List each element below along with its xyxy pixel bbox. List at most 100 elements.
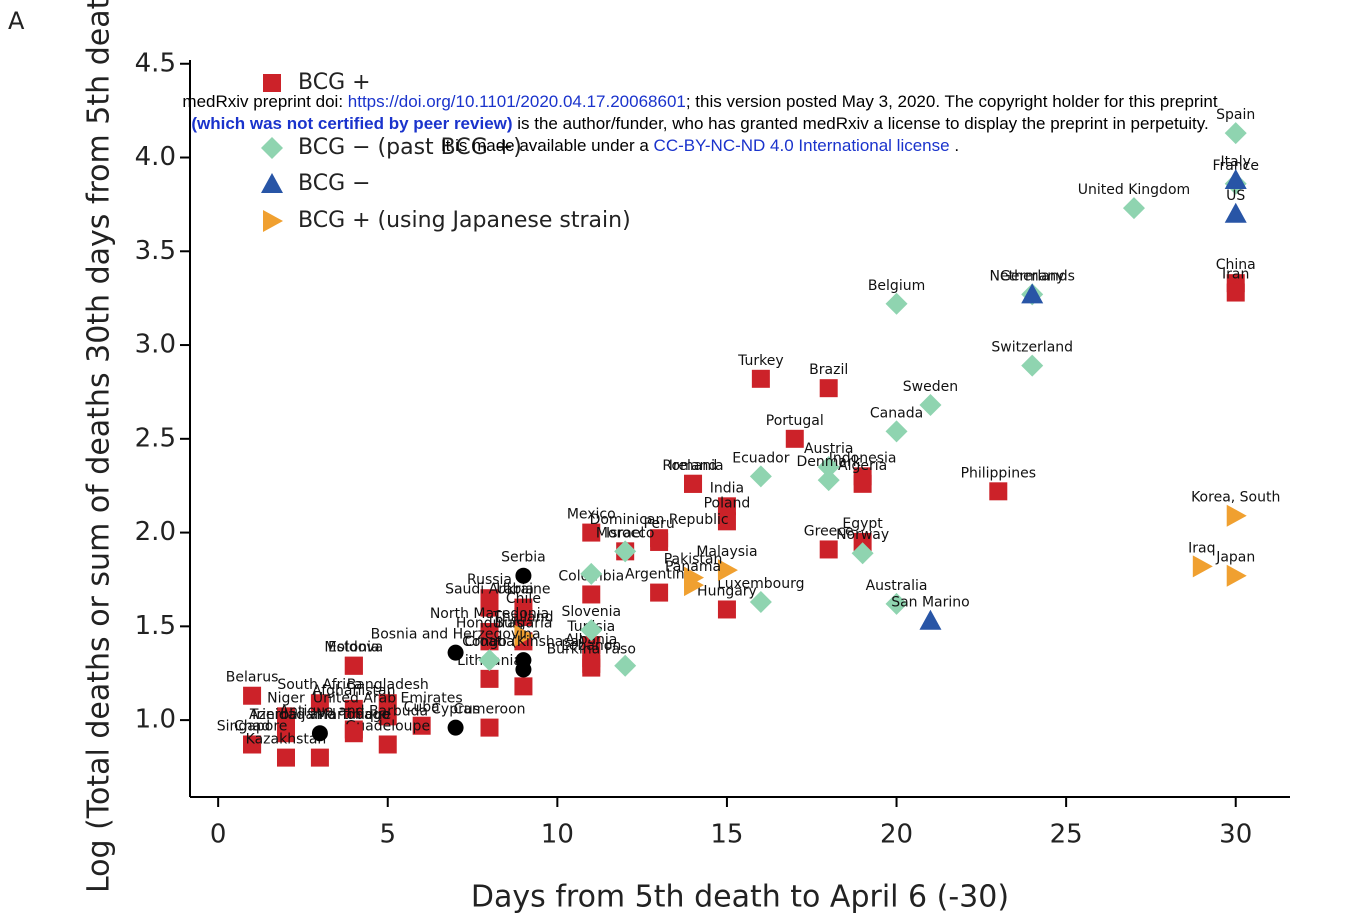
marker [749, 465, 772, 488]
marker [580, 619, 603, 642]
y-tick-label: 3.5 [135, 236, 176, 266]
point-label: Azerbaijan [249, 707, 323, 723]
point-label: Hungary [697, 583, 757, 599]
point-label: Morocco [596, 525, 655, 541]
marker [1192, 555, 1213, 578]
point-label: Ukraine [496, 582, 550, 598]
y-tick-label: 4.5 [135, 48, 176, 78]
marker [447, 644, 464, 661]
point-label: Belgium [868, 278, 925, 294]
notice-link[interactable]: CC-BY-NC-ND 4.0 International license [653, 136, 950, 155]
point-label: Switzerland [991, 340, 1073, 356]
marker [817, 455, 840, 478]
marker [885, 420, 908, 443]
point-label: South Africa [277, 677, 362, 693]
marker [276, 748, 295, 767]
point-label: Guadeloupe [345, 718, 430, 734]
point-label: Moldova [324, 640, 383, 656]
y-tick-label: 2.0 [135, 517, 176, 547]
x-tick-label: 0 [210, 820, 227, 850]
marker [885, 292, 908, 315]
point-label: Russia [467, 572, 512, 588]
marker [717, 497, 736, 516]
marker [1021, 354, 1044, 377]
point-label: Ireland [669, 458, 717, 474]
point-label: Chile [506, 591, 541, 607]
x-tick-label: 25 [1050, 820, 1083, 850]
marker [853, 532, 872, 551]
point-label: Slovenia [561, 604, 621, 620]
marker [1226, 564, 1247, 587]
point-label: Poland [704, 495, 751, 511]
marker [1021, 283, 1044, 304]
marker [344, 699, 363, 718]
marker [447, 719, 464, 736]
marker [885, 592, 908, 615]
marker [717, 559, 738, 582]
x-tick-label: 10 [541, 820, 574, 850]
notice-text: It is made available under a [440, 136, 654, 155]
point-label: Singapore [217, 718, 288, 734]
notice-text: medRxiv preprint doi: [182, 92, 348, 111]
marker [478, 649, 501, 672]
point-label: Trinidad and Tobago [249, 707, 390, 723]
marker [1224, 169, 1247, 190]
point-label: Denmark [797, 454, 862, 470]
marker [276, 724, 295, 743]
legend-label: BCG − [298, 171, 371, 196]
point-label: Cyprus [431, 702, 480, 718]
marker [650, 532, 669, 551]
notice-text: (which was not certified by peer review) [191, 114, 513, 133]
point-label: Mexico [567, 507, 616, 523]
point-label: Congo (Kinshasa) [462, 634, 585, 650]
point-label: Romania [662, 458, 723, 474]
marker [514, 677, 533, 696]
point-label: India [710, 480, 744, 496]
notice-text: ; this version posted May 3, 2020. The c… [685, 92, 1218, 111]
marker [919, 394, 942, 417]
marker [989, 482, 1008, 501]
marker [785, 429, 804, 448]
point-label: North Macedonia [430, 606, 549, 622]
notice-text: is the author/funder, who has granted me… [512, 114, 1209, 133]
marker [515, 661, 532, 678]
point-label: Luxembourg [717, 576, 804, 592]
marker [514, 624, 535, 647]
marker [480, 598, 499, 617]
point-label: Norway [836, 527, 889, 543]
x-tick-label: 15 [710, 820, 743, 850]
point-label: Spain [1216, 107, 1255, 123]
point-label: Croatia [464, 634, 514, 650]
marker [514, 607, 533, 626]
legend-marker [261, 137, 283, 159]
point-label: Bulgaria [494, 615, 552, 631]
marker [378, 735, 397, 754]
point-label: Sweden [903, 379, 958, 395]
marker [310, 748, 329, 767]
point-label: Brazil [809, 362, 848, 378]
x-tick-label: 30 [1219, 820, 1252, 850]
marker [480, 669, 499, 688]
point-label: Australia [866, 578, 928, 594]
y-tick-label: 1.0 [135, 705, 176, 735]
marker [378, 707, 397, 726]
marker [412, 716, 431, 735]
marker [819, 540, 838, 559]
legend-label: BCG − (past BCG +) [298, 135, 522, 160]
point-label: Antigua and Barbuda [280, 703, 429, 719]
marker [480, 718, 499, 737]
point-label: Egypt [842, 516, 883, 532]
point-label: Niger [267, 690, 305, 706]
point-label: Ecuador [732, 450, 789, 466]
notice-link[interactable]: https://doi.org/10.1101/2020.04.17.20068… [347, 92, 686, 111]
point-label: Indonesia [829, 450, 897, 466]
point-label: Netherlands [990, 268, 1075, 284]
marker [749, 590, 772, 613]
point-label: Algeria [838, 458, 887, 474]
marker [819, 379, 838, 398]
point-label: Lebanon [561, 638, 621, 654]
point-label: Cuba [404, 700, 440, 716]
y-tick-label: 4.0 [135, 142, 176, 172]
marker [1226, 283, 1245, 302]
